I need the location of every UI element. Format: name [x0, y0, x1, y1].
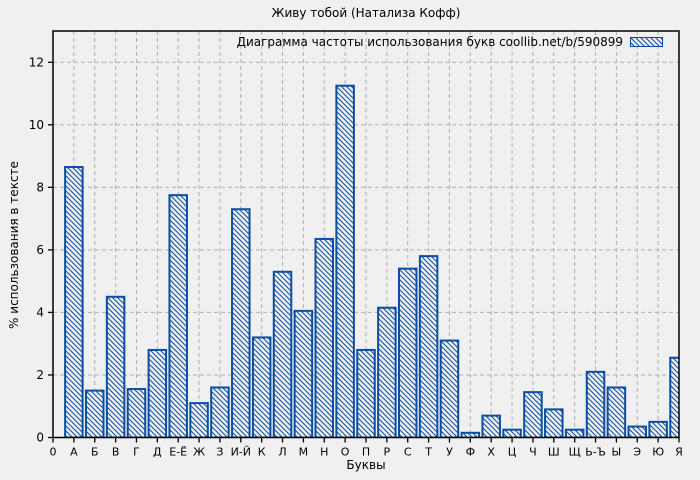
bar-М [293, 309, 314, 438]
bar-Х [481, 414, 501, 438]
svg-text:З: З [216, 446, 223, 459]
bar-Б [84, 389, 105, 438]
legend-label: Диаграмма частоты использования букв coo… [236, 35, 623, 49]
svg-text:0: 0 [36, 431, 44, 445]
bar-Г [126, 388, 147, 438]
svg-text:Э: Э [633, 446, 641, 459]
bar-Ь-Ъ [585, 370, 606, 438]
legend: Диаграмма частоты использования букв coo… [237, 35, 663, 49]
bar-И-Й [231, 208, 251, 438]
svg-text:0: 0 [50, 446, 57, 459]
svg-text:Ю: Ю [652, 446, 664, 459]
bar-В [105, 295, 126, 438]
bar-Т [418, 255, 439, 438]
svg-text:Ы: Ы [612, 446, 622, 459]
svg-text:Ц: Ц [508, 446, 517, 459]
bar-Ы [606, 386, 627, 438]
svg-text:К: К [258, 446, 266, 459]
svg-text:12: 12 [29, 55, 44, 69]
svg-text:О: О [341, 446, 350, 459]
svg-text:У: У [446, 446, 453, 459]
bar-О [335, 84, 355, 438]
bar-Я [669, 356, 679, 438]
x-axis-title: Буквы [346, 458, 386, 472]
bar-К [251, 336, 272, 438]
svg-text:10: 10 [29, 118, 44, 132]
svg-text:Х: Х [487, 446, 495, 459]
svg-text:Ф: Ф [466, 446, 475, 459]
svg-text:6: 6 [36, 243, 44, 257]
svg-text:Е-Ё: Е-Ё [169, 446, 187, 459]
bar-Н [314, 237, 335, 438]
svg-text:П: П [362, 446, 370, 459]
svg-text:Р: Р [384, 446, 391, 459]
svg-text:А: А [70, 446, 78, 459]
chart-title: Живу тобой (Натализа Кофф) [271, 6, 461, 20]
bar-Д [147, 348, 168, 438]
bar-Л [272, 270, 293, 438]
svg-text:И-Й: И-Й [231, 446, 251, 459]
bar-А [64, 166, 84, 438]
x-tick-labels: 0 А Б В Г Д Е-Ё Ж З И-Й К Л М Н О П Р С Т У Ф Х Ц Ч Ш Щ Ь-Ъ Ы Э Ю Я [50, 446, 683, 459]
svg-text:Ш: Ш [548, 446, 560, 459]
svg-text:Ж: Ж [193, 446, 205, 459]
bar-С [397, 267, 418, 438]
bar-Ш [544, 408, 564, 438]
y-tick-labels: 0 2 4 6 8 10 12 [29, 55, 44, 444]
svg-text:4: 4 [36, 305, 44, 319]
svg-text:В: В [112, 446, 120, 459]
bar-У [439, 339, 460, 438]
bars [64, 84, 679, 438]
legend-swatch-icon [630, 37, 663, 47]
bar-П [356, 348, 376, 438]
bar-Щ [564, 428, 585, 438]
svg-text:С: С [404, 446, 412, 459]
svg-text:Ч: Ч [529, 446, 537, 459]
svg-text:М: М [299, 446, 309, 459]
bar-Е-Ё [168, 194, 188, 438]
svg-text:Н: Н [320, 446, 328, 459]
svg-text:Я: Я [675, 446, 683, 459]
svg-text:Л: Л [278, 446, 286, 459]
bar-Ю [648, 420, 668, 438]
svg-text:2: 2 [36, 368, 44, 382]
bar-Ж [189, 402, 209, 438]
svg-text:Б: Б [91, 446, 99, 459]
svg-text:Г: Г [133, 446, 140, 459]
bar-Ц [502, 428, 522, 438]
y-axis-title: % использования в тексте [7, 161, 21, 329]
axis-ticks [48, 61, 680, 443]
svg-text:8: 8 [36, 180, 44, 194]
svg-text:Д: Д [153, 446, 162, 459]
bar-Э [627, 425, 648, 438]
svg-text:Щ: Щ [569, 446, 581, 459]
bar-Р [377, 306, 397, 438]
bar-Ч [523, 391, 543, 438]
svg-text:Ь-Ъ: Ь-Ъ [585, 446, 606, 459]
bar-З [210, 386, 230, 438]
svg-text:Т: Т [424, 446, 432, 459]
